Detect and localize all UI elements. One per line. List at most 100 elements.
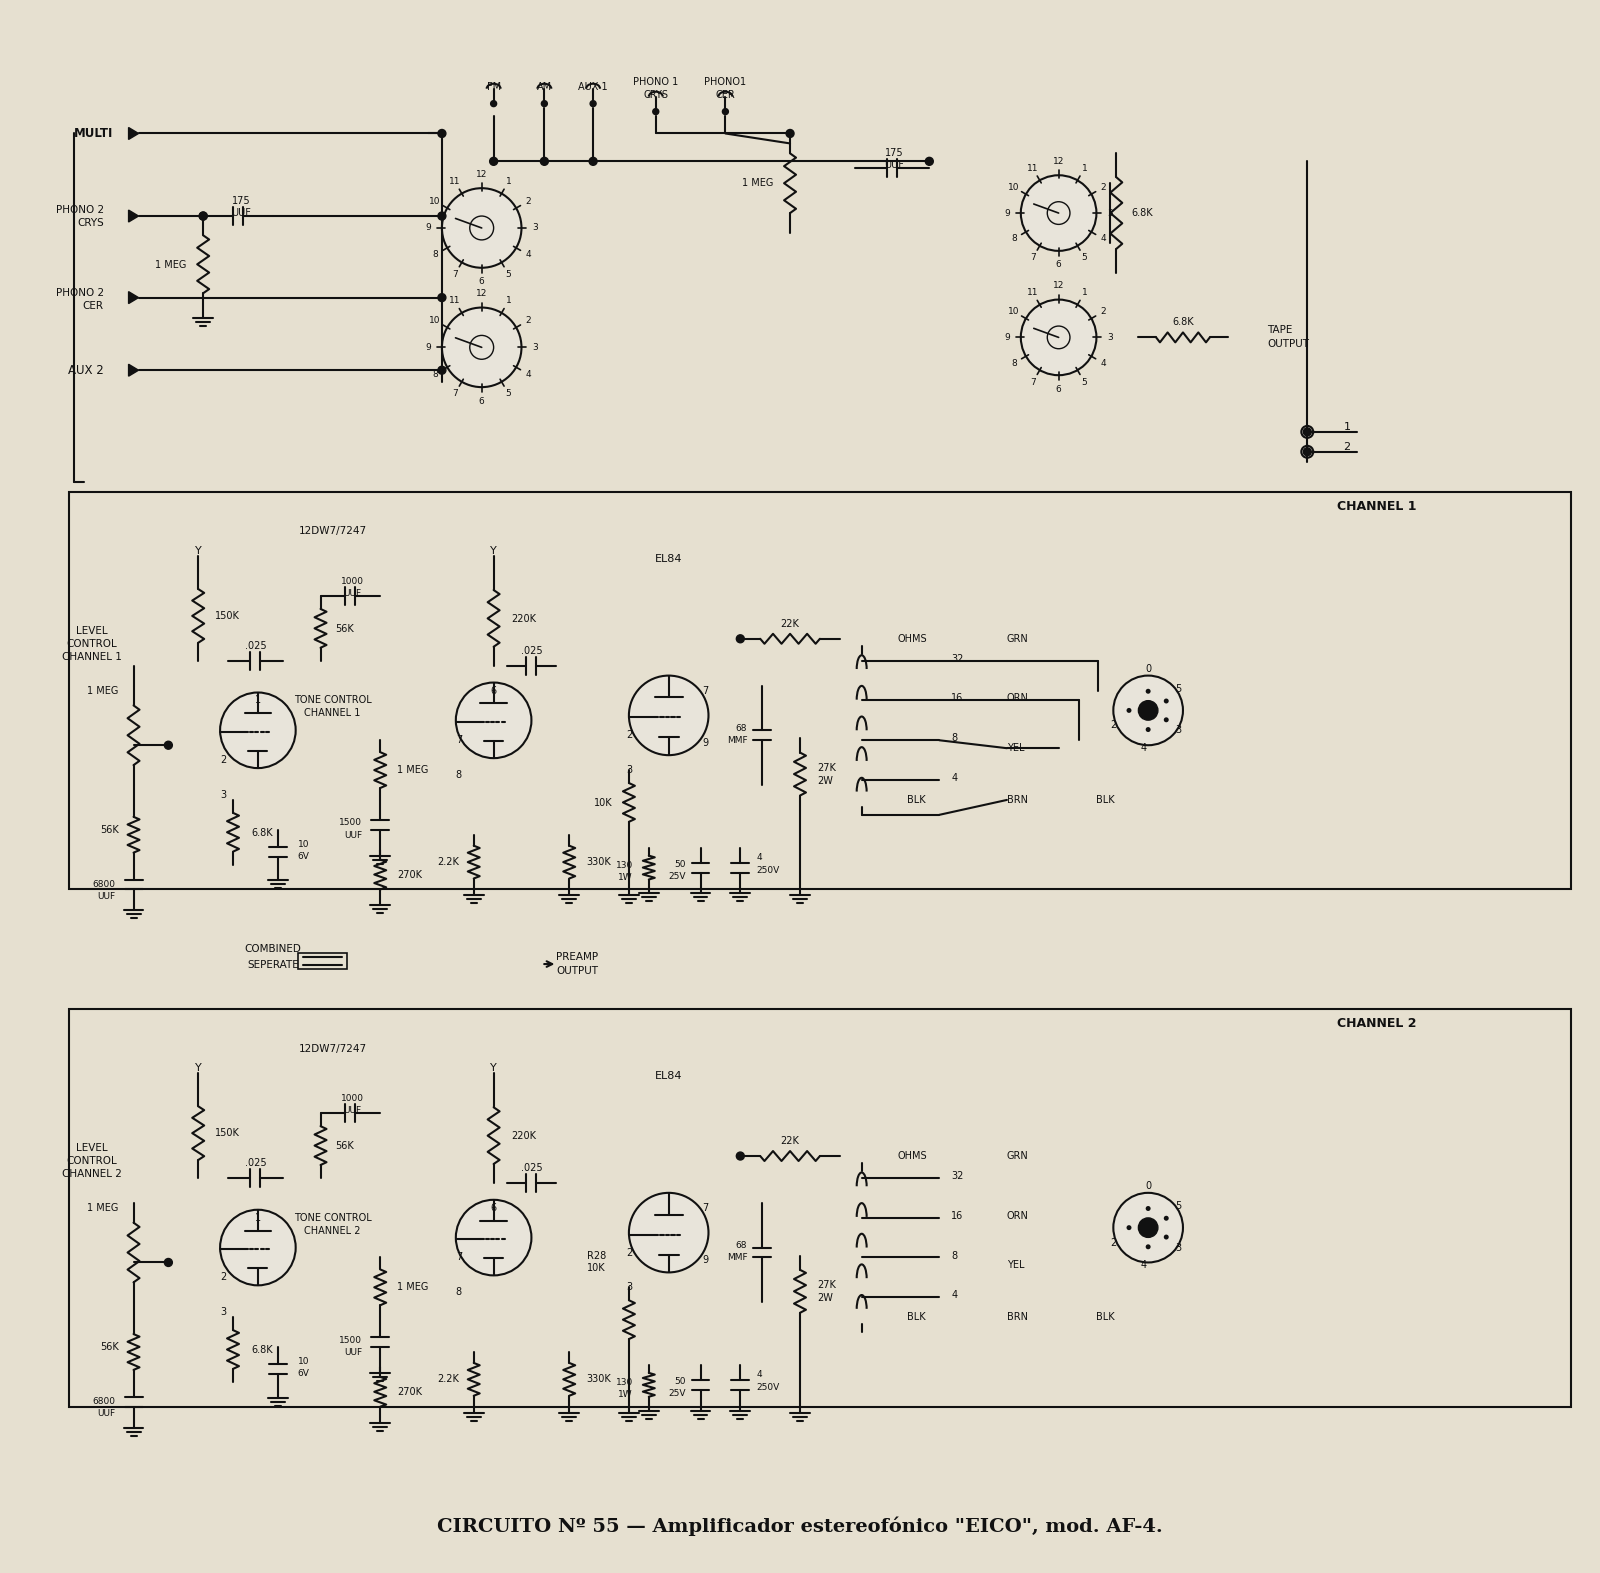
Text: 56K: 56K — [99, 1342, 118, 1353]
Circle shape — [165, 741, 173, 749]
Text: 9: 9 — [1005, 209, 1010, 217]
Text: 3: 3 — [1107, 209, 1114, 217]
Text: PHONO 1: PHONO 1 — [634, 77, 678, 87]
Text: 32: 32 — [950, 654, 963, 664]
Text: 22K: 22K — [781, 618, 800, 629]
Circle shape — [925, 157, 933, 165]
Text: 16: 16 — [950, 694, 963, 703]
Text: UUF: UUF — [98, 1409, 115, 1419]
Text: 1: 1 — [1082, 164, 1088, 173]
Text: 6800: 6800 — [93, 879, 115, 889]
Text: 10: 10 — [429, 197, 442, 206]
Text: OUTPUT: OUTPUT — [1267, 340, 1309, 349]
Text: 1 MEG: 1 MEG — [155, 260, 186, 271]
Text: GRN: GRN — [1006, 1151, 1029, 1161]
Text: 32: 32 — [950, 1170, 963, 1181]
Text: PHONO 2: PHONO 2 — [56, 204, 104, 216]
Text: PREAMP: PREAMP — [557, 952, 598, 963]
Text: CHANNEL 2: CHANNEL 2 — [1338, 1018, 1416, 1030]
Text: 6.8K: 6.8K — [1131, 208, 1154, 219]
Text: 11: 11 — [1027, 288, 1038, 297]
Text: 10K: 10K — [594, 798, 613, 809]
Circle shape — [1048, 326, 1070, 349]
Text: 10: 10 — [298, 1357, 309, 1367]
Text: 9: 9 — [702, 738, 709, 749]
Text: 2: 2 — [626, 730, 632, 741]
Text: 3: 3 — [533, 223, 538, 233]
Circle shape — [1146, 1244, 1150, 1249]
Text: 2: 2 — [219, 1273, 226, 1282]
Circle shape — [589, 157, 597, 165]
Text: 1500: 1500 — [339, 1335, 362, 1345]
Circle shape — [442, 189, 522, 267]
Text: 3: 3 — [1107, 333, 1114, 341]
Text: 2: 2 — [525, 316, 531, 326]
Circle shape — [1301, 445, 1314, 458]
Circle shape — [438, 294, 446, 302]
Circle shape — [221, 692, 296, 768]
Circle shape — [653, 109, 659, 115]
Text: UUF: UUF — [344, 1348, 362, 1357]
Text: 250V: 250V — [757, 1383, 779, 1392]
Text: 6.8K: 6.8K — [1173, 318, 1194, 327]
Text: CHANNEL 2: CHANNEL 2 — [304, 1225, 360, 1236]
Text: AM: AM — [536, 82, 552, 91]
Circle shape — [541, 157, 549, 165]
Circle shape — [1163, 698, 1168, 703]
Circle shape — [629, 1192, 709, 1273]
Text: 8: 8 — [456, 771, 462, 780]
Text: 1 MEG: 1 MEG — [88, 1203, 118, 1213]
Circle shape — [1138, 1218, 1158, 1238]
Text: 5: 5 — [1082, 378, 1088, 387]
Text: CHANNEL 1: CHANNEL 1 — [1338, 500, 1416, 513]
Text: LEVEL: LEVEL — [75, 626, 107, 635]
Text: CER: CER — [83, 300, 104, 310]
Text: 7: 7 — [456, 735, 462, 746]
Text: 6.8K: 6.8K — [251, 1345, 272, 1354]
Text: 4: 4 — [757, 1370, 762, 1380]
Text: 7: 7 — [451, 390, 458, 398]
Text: BLK: BLK — [1096, 794, 1115, 805]
Circle shape — [1126, 1225, 1131, 1230]
Text: LEVEL: LEVEL — [75, 1144, 107, 1153]
Text: 7: 7 — [702, 1203, 709, 1213]
Circle shape — [438, 367, 446, 374]
Text: 6V: 6V — [298, 853, 309, 860]
Text: 6V: 6V — [298, 1370, 309, 1378]
Text: TAPE: TAPE — [1267, 326, 1293, 335]
Circle shape — [438, 129, 446, 137]
Text: OHMS: OHMS — [898, 634, 926, 643]
Text: 220K: 220K — [512, 1131, 536, 1140]
Circle shape — [1304, 428, 1312, 436]
Text: 4: 4 — [950, 1290, 957, 1301]
Text: 4: 4 — [950, 772, 957, 783]
Text: R28: R28 — [587, 1251, 606, 1260]
Text: 50: 50 — [674, 1378, 686, 1386]
Text: 6: 6 — [478, 277, 485, 286]
Circle shape — [723, 109, 728, 115]
Text: 4: 4 — [1141, 742, 1146, 753]
Text: TONE CONTROL: TONE CONTROL — [294, 1213, 371, 1222]
Circle shape — [442, 308, 522, 387]
Text: 1000: 1000 — [341, 1093, 363, 1103]
Text: UUF: UUF — [344, 1106, 362, 1115]
Text: 5: 5 — [1174, 684, 1181, 694]
Text: 7: 7 — [702, 686, 709, 695]
Text: BLK: BLK — [1096, 1312, 1115, 1323]
Text: BRN: BRN — [1006, 1312, 1027, 1323]
Polygon shape — [128, 291, 139, 304]
Text: .025: .025 — [520, 647, 542, 656]
Text: 11: 11 — [450, 296, 461, 305]
Text: 6: 6 — [1056, 260, 1061, 269]
Text: 3: 3 — [533, 343, 538, 352]
Circle shape — [1114, 1192, 1182, 1263]
Circle shape — [736, 1151, 744, 1159]
Text: OHMS: OHMS — [898, 1151, 926, 1161]
Text: TONE CONTROL: TONE CONTROL — [294, 695, 371, 705]
Circle shape — [198, 212, 206, 220]
Text: Y: Y — [195, 1063, 202, 1073]
Text: CONTROL: CONTROL — [66, 1156, 117, 1166]
Text: 25V: 25V — [669, 871, 686, 881]
Text: 250V: 250V — [757, 867, 779, 875]
Bar — [298, 953, 347, 969]
